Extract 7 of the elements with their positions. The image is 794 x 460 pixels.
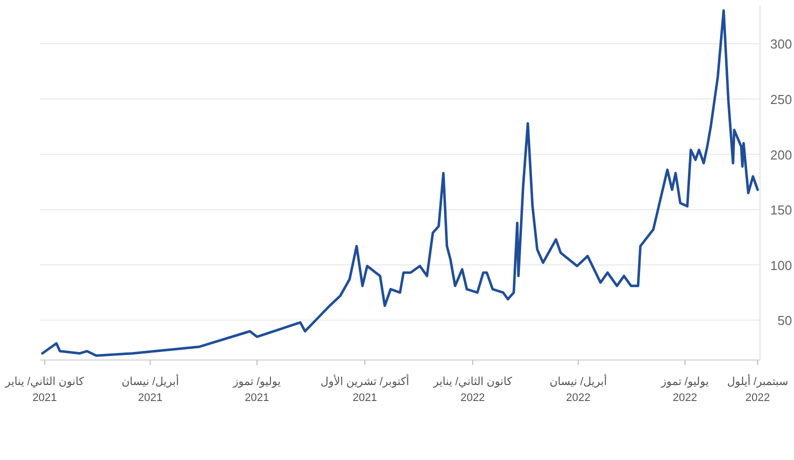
y-tick-label: 200: [770, 147, 792, 162]
y-tick-label: 300: [770, 36, 792, 52]
line-series: [41, 9, 759, 357]
y-tick-label: 50: [778, 313, 792, 328]
y-tick-label: 150: [770, 202, 792, 218]
y-tick-label: 250: [770, 92, 792, 108]
y-tick-label: 100: [770, 258, 792, 273]
